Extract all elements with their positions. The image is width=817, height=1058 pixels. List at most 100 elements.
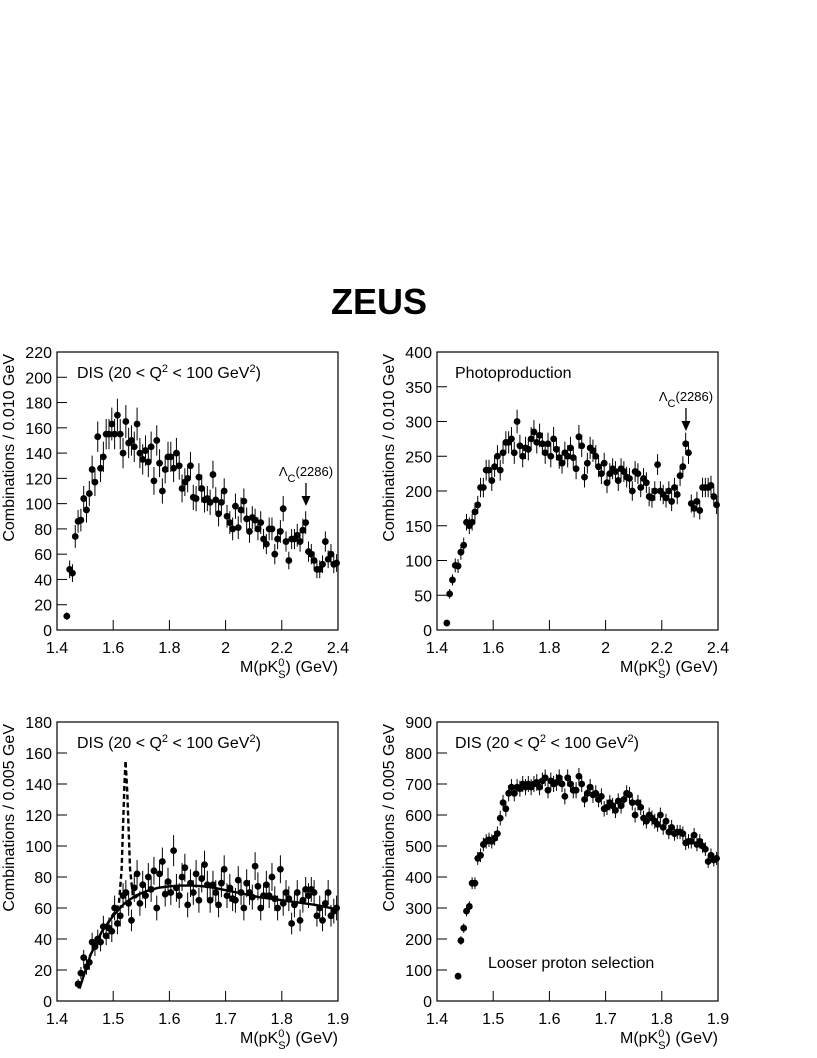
data-point: [77, 969, 85, 977]
data-point: [142, 447, 149, 454]
data-point: [74, 980, 82, 988]
data-point: [516, 442, 524, 450]
data-point: [293, 531, 301, 539]
data-point: [499, 449, 507, 457]
data-point: [80, 495, 88, 502]
data-point: [83, 506, 90, 514]
data-point: [637, 803, 645, 811]
y-tick-label: 140: [25, 446, 52, 463]
data-point: [620, 468, 628, 475]
data-point: [262, 540, 270, 548]
data-point: [710, 493, 718, 500]
annotation: DIS (20 < Q2 < 100 GeV2): [77, 363, 261, 382]
y-tick-label: 300: [405, 415, 432, 432]
data-point: [597, 470, 605, 478]
text-part: 0: [278, 657, 284, 669]
x-tick-label: 1.6: [538, 1011, 560, 1028]
data-point: [167, 453, 175, 461]
data-point: [471, 508, 479, 516]
data-point: [524, 445, 532, 453]
data-point: [572, 786, 580, 794]
x-tick-label: 1.5: [482, 1011, 504, 1028]
data-point: [612, 468, 619, 475]
y-tick-label: 20: [34, 598, 52, 615]
data-point: [108, 927, 116, 935]
data-point: [223, 892, 231, 899]
data-point: [285, 557, 293, 564]
data-point: [243, 515, 251, 523]
data-point: [276, 865, 284, 873]
y-tick-label: 400: [405, 345, 432, 362]
y-tick-label: 220: [25, 345, 52, 362]
y-tick-label: 0: [43, 623, 52, 640]
text-part: M(pK: [240, 659, 279, 676]
data-point: [628, 487, 636, 495]
data-point: [153, 904, 161, 912]
data-point: [685, 449, 692, 457]
data-point: [158, 858, 166, 865]
data-point: [206, 896, 214, 904]
data-point: [274, 535, 281, 543]
data-point: [648, 494, 656, 502]
data-point: [69, 569, 76, 577]
data-point: [536, 432, 543, 439]
data-point: [111, 904, 119, 912]
data-point: [144, 458, 152, 466]
marker-label: ΛC(2286): [659, 389, 713, 410]
data-point: [302, 886, 310, 893]
data-point: [502, 805, 510, 813]
data-point: [192, 870, 200, 878]
x-tick-label: 1.7: [594, 1011, 616, 1028]
data-point: [237, 889, 245, 896]
data-point: [310, 557, 318, 564]
data-point: [189, 889, 197, 896]
data-point: [620, 796, 628, 803]
x-tick-label: 2: [601, 640, 610, 657]
data-point: [133, 870, 141, 878]
text-part: 2: [162, 733, 168, 745]
data-point: [153, 437, 161, 444]
y-tick-label: 50: [414, 588, 432, 605]
data-point: [690, 504, 698, 512]
data-point: [659, 824, 667, 831]
data-point: [108, 420, 116, 428]
data-point: [128, 437, 135, 444]
text-part: 0: [278, 1028, 284, 1040]
data-point: [454, 562, 462, 570]
text-part: DIS (20 < Q: [77, 735, 162, 752]
data-point: [449, 576, 456, 584]
data-point: [628, 799, 636, 806]
data-point: [170, 464, 178, 472]
y-tick-label: 0: [43, 994, 52, 1011]
text-part: C: [288, 473, 296, 485]
data-point: [567, 444, 574, 452]
data-point: [550, 435, 558, 443]
data-point: [220, 865, 228, 873]
data-point: [597, 793, 605, 800]
data-point: [296, 538, 304, 545]
y-tick-label: 40: [34, 932, 52, 949]
y-tick-label: 20: [34, 963, 52, 980]
marker-label: ΛC(2286): [279, 464, 333, 485]
data-point: [499, 799, 507, 806]
data-point: [116, 912, 124, 920]
data-point: [302, 519, 310, 526]
data-point: [187, 879, 194, 887]
data-point: [114, 411, 121, 419]
data-point: [203, 881, 211, 889]
text-part: M(pK: [620, 659, 659, 676]
data-point: [626, 791, 633, 799]
data-point: [679, 830, 687, 837]
text-part: DIS (20 < Q: [455, 735, 540, 752]
data-point: [662, 817, 670, 825]
data-point: [254, 882, 262, 890]
data-point: [668, 824, 676, 831]
data-point: [460, 924, 468, 932]
text-part: ) (GeV): [286, 659, 338, 676]
data-point: [321, 899, 329, 907]
data-point: [485, 466, 493, 474]
data-point: [274, 904, 281, 912]
data-point: [282, 538, 290, 545]
y-tick-label: 80: [34, 522, 52, 539]
